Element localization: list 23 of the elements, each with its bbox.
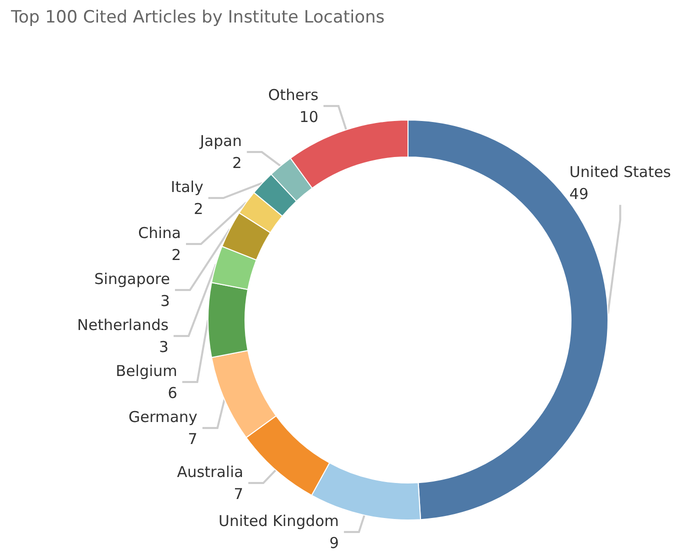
data-label: 10 [299, 108, 318, 126]
slice-label: Singapore [94, 270, 170, 288]
data-label: 49 [569, 184, 589, 203]
data-label: 7 [188, 430, 198, 448]
slice-label: Australia [176, 463, 244, 482]
chart-title: Top 100 Cited Articles by Institute Locations [10, 8, 385, 28]
data-label: 3 [160, 292, 170, 310]
slice-label: United Kingdom [218, 512, 339, 530]
slice-label: China [138, 224, 182, 242]
slice-label: Netherlands [77, 316, 169, 334]
slice-label: Italy [170, 178, 204, 196]
slice-label: United States [569, 162, 672, 181]
slice-label: Belgium [116, 362, 178, 380]
slice-label: Others [268, 86, 319, 104]
data-label: 6 [168, 384, 178, 402]
data-label: 2 [171, 246, 182, 264]
slice-label: Japan [198, 132, 242, 150]
data-label: 2 [194, 200, 204, 218]
data-label: 3 [159, 338, 169, 356]
data-label: 2 [232, 154, 242, 172]
data-label: 7 [234, 485, 244, 504]
slice-label: Germany [128, 408, 198, 426]
data-label: 9 [329, 534, 339, 552]
